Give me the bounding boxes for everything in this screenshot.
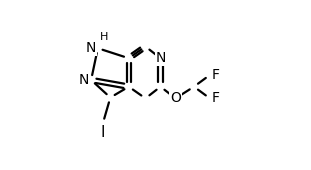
Text: N: N xyxy=(79,73,90,87)
Text: N: N xyxy=(155,51,166,65)
Text: N: N xyxy=(86,41,96,55)
Text: I: I xyxy=(100,125,105,140)
Text: H: H xyxy=(100,32,108,42)
Text: F: F xyxy=(211,91,219,105)
Text: F: F xyxy=(211,68,219,82)
Text: O: O xyxy=(170,91,181,105)
